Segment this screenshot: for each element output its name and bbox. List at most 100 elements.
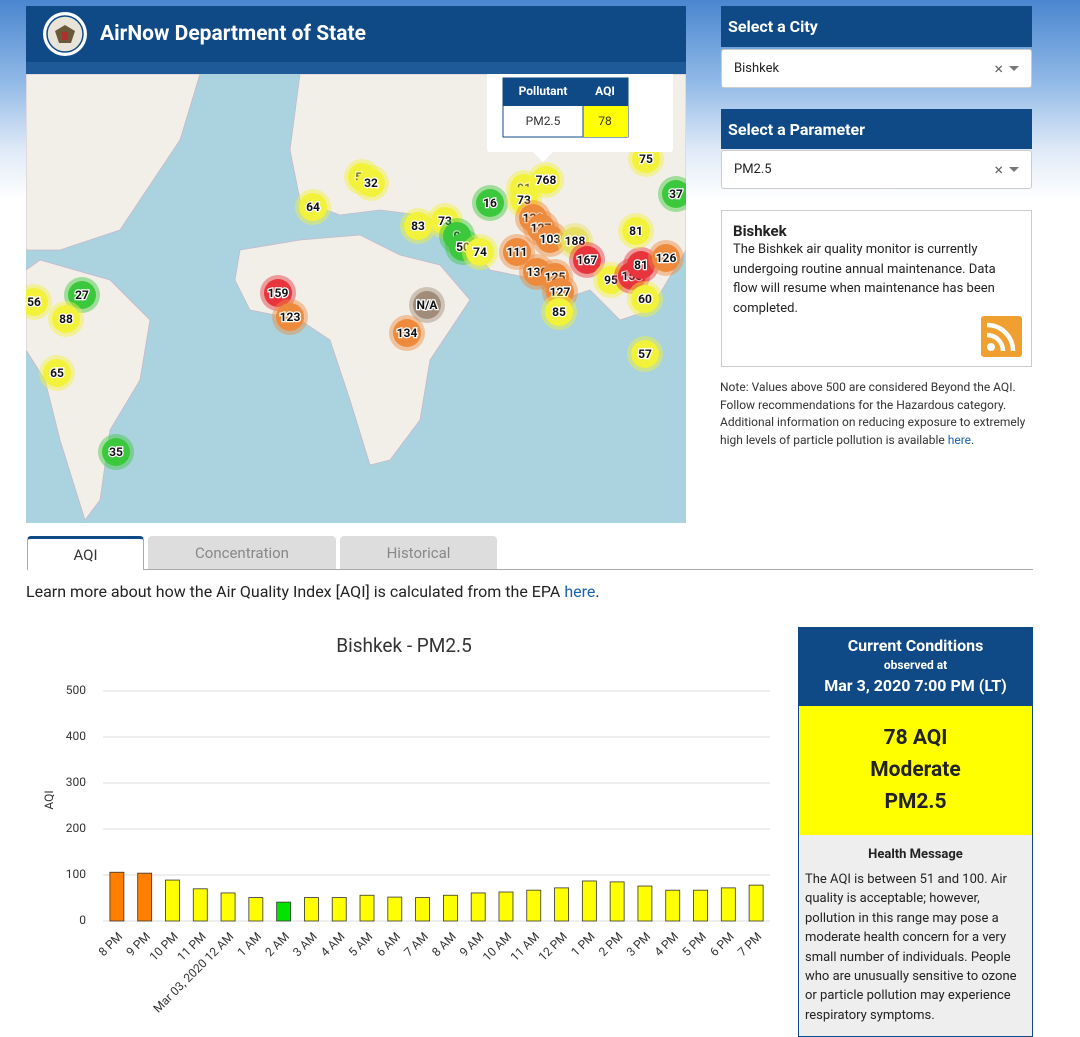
marker-label: 16 (483, 196, 497, 210)
marker-dot (476, 189, 504, 217)
note-end: . (971, 432, 975, 447)
bar (304, 897, 319, 922)
map-marker[interactable]: 167 (569, 242, 605, 278)
tab[interactable]: Historical (340, 536, 497, 570)
map-marker[interactable]: 88 (48, 301, 84, 337)
marker-label: 64 (306, 200, 320, 214)
marker-label: 188 (565, 234, 586, 248)
x-tick-label: 7 AM (401, 929, 431, 959)
map-marker[interactable]: 32 (353, 165, 389, 201)
clear-button[interactable]: × (994, 160, 1003, 179)
bar (609, 881, 625, 922)
popup-aqi-cell (583, 106, 628, 137)
map-marker[interactable]: 64 (295, 189, 331, 225)
bar (693, 889, 708, 922)
learn-text: Learn more about how the Air Quality Ind… (26, 582, 565, 601)
marker-dot (357, 169, 385, 197)
map-marker[interactable]: 81 (618, 213, 654, 249)
marker-label: 57 (638, 347, 652, 361)
marker-dot (652, 244, 680, 272)
map[interactable]: 5627886535159123645532N/A134837395074169… (26, 74, 686, 523)
bar (637, 885, 653, 922)
x-tick-label: 5 PM (679, 929, 709, 959)
marker-dot (264, 279, 292, 307)
map-marker[interactable]: 81 (623, 247, 659, 283)
marker-label: 35 (109, 445, 123, 459)
caret[interactable] (1009, 167, 1019, 177)
learn-link[interactable]: here (564, 582, 596, 601)
map-marker[interactable]: 60 (627, 281, 663, 317)
map-marker[interactable]: 134 (389, 315, 425, 351)
x-tick-label: 6 PM (707, 929, 737, 959)
marker-dot (622, 217, 650, 245)
clear-button[interactable]: × (994, 59, 1003, 78)
map-marker[interactable]: 768 (528, 162, 564, 198)
map-marker[interactable]: 111 (499, 234, 535, 270)
marker-dot (276, 303, 304, 331)
x-tick-label: 10 AM (480, 929, 514, 963)
marker-label: 88 (59, 312, 73, 326)
marker-label: 95 (604, 273, 618, 287)
map-marker[interactable]: 123 (272, 299, 308, 335)
marker-dot (532, 166, 560, 194)
marker-label: 37 (669, 187, 683, 201)
x-tick-label: 1 AM (234, 929, 264, 959)
y-tick-label: 500 (66, 683, 86, 697)
x-tick-label: 4 AM (318, 929, 348, 959)
bar (470, 892, 486, 922)
marker-dot (466, 238, 494, 266)
marker-dot (627, 251, 655, 279)
bar (331, 897, 347, 922)
x-tick-label: 8 AM (429, 929, 459, 959)
current-aqi-box: 78 AQI Moderate PM2.5 (799, 706, 1032, 835)
map-marker[interactable]: 83 (400, 208, 436, 244)
popup-pollutant: PM2.5 (526, 114, 561, 128)
chart-title: Bishkek - PM2.5 (336, 634, 472, 657)
map-marker[interactable]: 56 (26, 284, 52, 320)
map-marker[interactable]: 37 (658, 176, 686, 212)
marker-label: 123 (280, 310, 301, 324)
x-tick-label: 10 PM (147, 929, 181, 963)
city-heading: Select a City (721, 6, 1032, 47)
note-link[interactable]: here (947, 432, 972, 447)
map-marker[interactable]: 27 (64, 277, 100, 313)
current-conditions: Current Conditions observed at Mar 3, 20… (798, 627, 1033, 1037)
marker-label: 60 (638, 292, 652, 306)
y-tick-label: 200 (66, 821, 86, 835)
map-marker[interactable]: 57 (627, 336, 663, 372)
tab[interactable]: AQI (27, 536, 144, 570)
city-value: Bishkek (734, 61, 780, 76)
bar (554, 887, 569, 922)
marker-label: 126 (656, 251, 677, 265)
tab[interactable]: Concentration (148, 536, 336, 570)
map-marker[interactable]: N/A (409, 287, 445, 323)
map-marker[interactable]: 159 (260, 275, 296, 311)
caret[interactable] (1009, 66, 1019, 76)
x-tick-label: 3 PM (624, 929, 654, 959)
marker-label: 73 (517, 193, 531, 207)
bar (248, 897, 264, 922)
popup-header: Pollutant (519, 84, 568, 98)
y-axis-label: AQI (42, 790, 56, 809)
rss-icon[interactable] (981, 316, 1022, 357)
parameter-value: PM2.5 (734, 162, 772, 177)
map-marker[interactable]: 103 (532, 221, 568, 257)
map-marker[interactable]: 126 (648, 240, 684, 276)
map-marker[interactable]: 65 (39, 355, 75, 391)
city-select[interactable]: Bishkek × (721, 49, 1032, 88)
marker-label: 81 (629, 224, 643, 238)
x-tick-label: 6 AM (373, 929, 403, 959)
map-marker[interactable]: 74 (462, 234, 498, 270)
parameter-select[interactable]: PM2.5 × (721, 150, 1032, 189)
map-marker[interactable]: 85 (541, 294, 577, 330)
bar (220, 892, 236, 922)
note: Note: Values above 500 are considered Be… (720, 379, 1032, 449)
info-box: Bishkek The Bishkek air quality monitor … (721, 210, 1032, 367)
marker-label: 83 (411, 219, 425, 233)
map-marker[interactable]: 16 (472, 185, 508, 221)
map-marker[interactable]: 35 (98, 434, 134, 470)
popup-header: AQI (595, 84, 615, 98)
x-tick-label: 7 PM (735, 929, 765, 959)
popup: Pollutant AQI PM2.5 78 (487, 74, 673, 162)
